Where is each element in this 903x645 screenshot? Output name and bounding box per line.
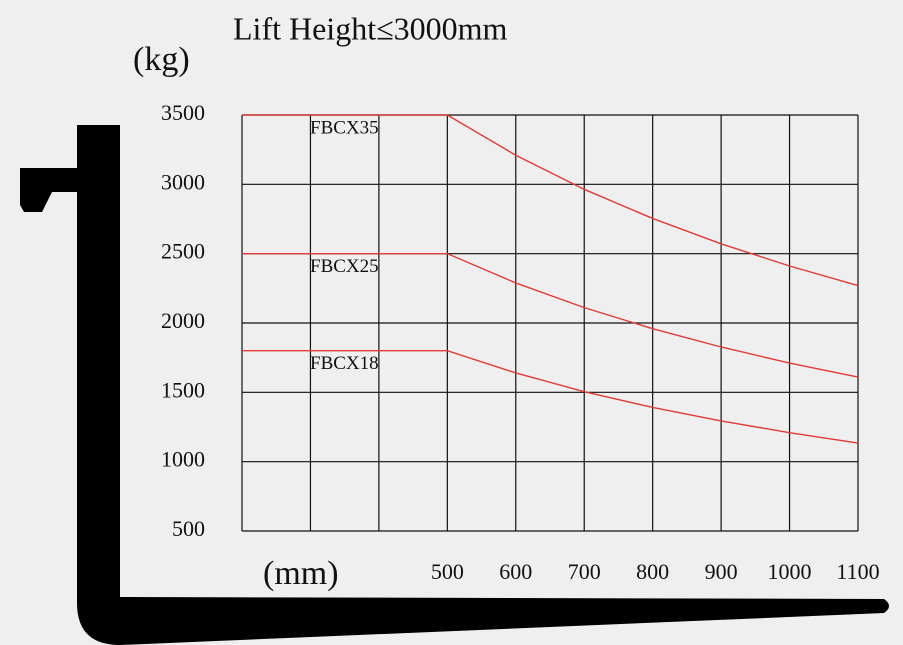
- series-label: FBCX18: [310, 353, 379, 374]
- x-axis-label: (mm): [263, 555, 339, 592]
- y-tick-label: 3000: [161, 169, 205, 194]
- fork-hook: [20, 168, 80, 212]
- chart: Lift Height≤3000mm (kg) (mm) 500 1000 1500…: [0, 0, 903, 645]
- y-axis-label: (kg): [133, 41, 190, 78]
- y-tick-label: 2000: [161, 308, 205, 333]
- x-tick-label: 700: [568, 559, 601, 584]
- y-tick-label: 2500: [161, 239, 205, 264]
- y-tick-label: 500: [172, 516, 205, 541]
- series-label: FBCX25: [310, 256, 379, 277]
- y-tick-label: 1000: [161, 447, 205, 472]
- chart-title: Lift Height≤3000mm: [233, 10, 508, 46]
- x-tick-label: 1100: [836, 559, 879, 584]
- x-tick-label: 600: [499, 559, 532, 584]
- x-tick-label: 1000: [768, 559, 812, 584]
- x-tick-label: 800: [636, 559, 669, 584]
- x-tick-label: 900: [705, 559, 738, 584]
- x-tick-label: 500: [431, 559, 464, 584]
- y-tick-label: 3500: [161, 100, 205, 125]
- y-tick-label: 1500: [161, 377, 205, 402]
- series-label: FBCX35: [310, 117, 379, 138]
